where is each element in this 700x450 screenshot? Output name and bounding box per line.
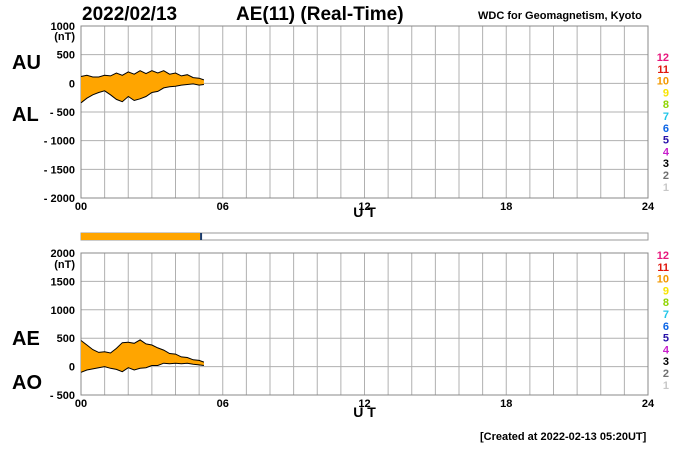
x-tick-label: 24 <box>642 201 655 213</box>
x-tick-label: 18 <box>500 201 512 213</box>
station-legend-item: 2 <box>663 368 669 380</box>
y-tick-label: - 1000 <box>44 136 75 148</box>
station-legend-item: 7 <box>663 309 669 321</box>
x-tick-label: 24 <box>642 398 655 410</box>
x-tick-label: 00 <box>75 201 87 213</box>
ae-label: AE <box>12 328 40 350</box>
x-tick-label: 18 <box>500 398 512 410</box>
data-credit: WDC for Geomagnetism, Kyoto <box>478 10 642 22</box>
station-legend-item: 9 <box>663 87 669 99</box>
al-label: AL <box>12 104 39 126</box>
au-label: AU <box>12 52 41 74</box>
station-legend-item: 3 <box>663 158 669 170</box>
station-legend-item: 8 <box>663 99 669 111</box>
plot-frame <box>80 25 649 199</box>
station-legend-item: 2 <box>663 170 669 182</box>
station-legend-item: 10 <box>657 76 669 88</box>
station-legend-item: 10 <box>657 274 669 286</box>
station-legend-item: 5 <box>663 135 669 147</box>
chart-date: 2022/02/13 <box>82 4 178 25</box>
series-line-ae <box>80 339 205 363</box>
station-legend-item: 6 <box>663 123 669 135</box>
series-fill-au-al <box>81 70 204 103</box>
y-tick-label: - 500 <box>50 107 75 119</box>
station-legend-item: 5 <box>663 333 669 345</box>
station-legend-item: 12 <box>657 250 669 262</box>
y-tick-label: 2000 <box>51 248 75 260</box>
x-tick-label: 12 <box>358 201 370 213</box>
station-legend-item: 4 <box>663 146 670 158</box>
series-line-al <box>80 83 204 104</box>
y-tick-label: 0 <box>69 362 75 374</box>
y-unit-label: (nT) <box>54 31 75 43</box>
x-tick-label: 00 <box>75 398 87 410</box>
station-legend-item: 1 <box>663 182 669 194</box>
ao-label: AO <box>12 372 42 394</box>
y-tick-label: - 500 <box>50 390 75 402</box>
station-legend-item: 11 <box>657 64 669 76</box>
station-legend-item: 9 <box>663 285 669 297</box>
series-line-au <box>80 70 205 81</box>
created-timestamp: [Created at 2022-02-13 05:20UT] <box>480 431 647 443</box>
y-tick-label: 1500 <box>51 276 75 288</box>
coverage-bar-marker <box>200 233 203 240</box>
station-legend-item: 12 <box>657 52 669 64</box>
y-tick-label: 1000 <box>51 21 75 33</box>
station-legend-item: 1 <box>663 380 669 392</box>
chart-title: AE(11) (Real-Time) <box>236 4 404 25</box>
y-unit-label: (nT) <box>54 259 75 271</box>
y-tick-label: 500 <box>57 50 75 62</box>
x-tick-label: 12 <box>358 398 370 410</box>
y-tick-label: 1000 <box>51 305 75 317</box>
station-legend-item: 6 <box>663 321 669 333</box>
station-legend-item: 7 <box>663 111 669 123</box>
y-tick-label: 500 <box>57 333 75 345</box>
station-legend-item: 8 <box>663 297 669 309</box>
y-tick-label: - 1500 <box>44 164 75 176</box>
station-legend-item: 3 <box>663 356 669 368</box>
y-tick-label: 0 <box>69 78 75 90</box>
series-fill-ae-ao <box>81 339 204 373</box>
coverage-bar-fill <box>81 233 201 240</box>
x-axis-label: U T <box>353 204 376 220</box>
x-tick-label: 06 <box>217 201 229 213</box>
series-line-ao <box>80 362 204 373</box>
station-legend-item: 11 <box>657 262 669 274</box>
x-axis-label: U T <box>353 404 376 420</box>
x-tick-label: 06 <box>217 398 229 410</box>
y-tick-label: - 2000 <box>44 193 75 205</box>
plot-frame <box>80 252 649 396</box>
station-legend-item: 4 <box>663 344 670 356</box>
data-coverage-bar <box>80 232 649 241</box>
panel-au-al: 1000 500 0 - 500 - 1000 - 1500 - 2000 (nT) 00 06 1… <box>44 21 670 220</box>
